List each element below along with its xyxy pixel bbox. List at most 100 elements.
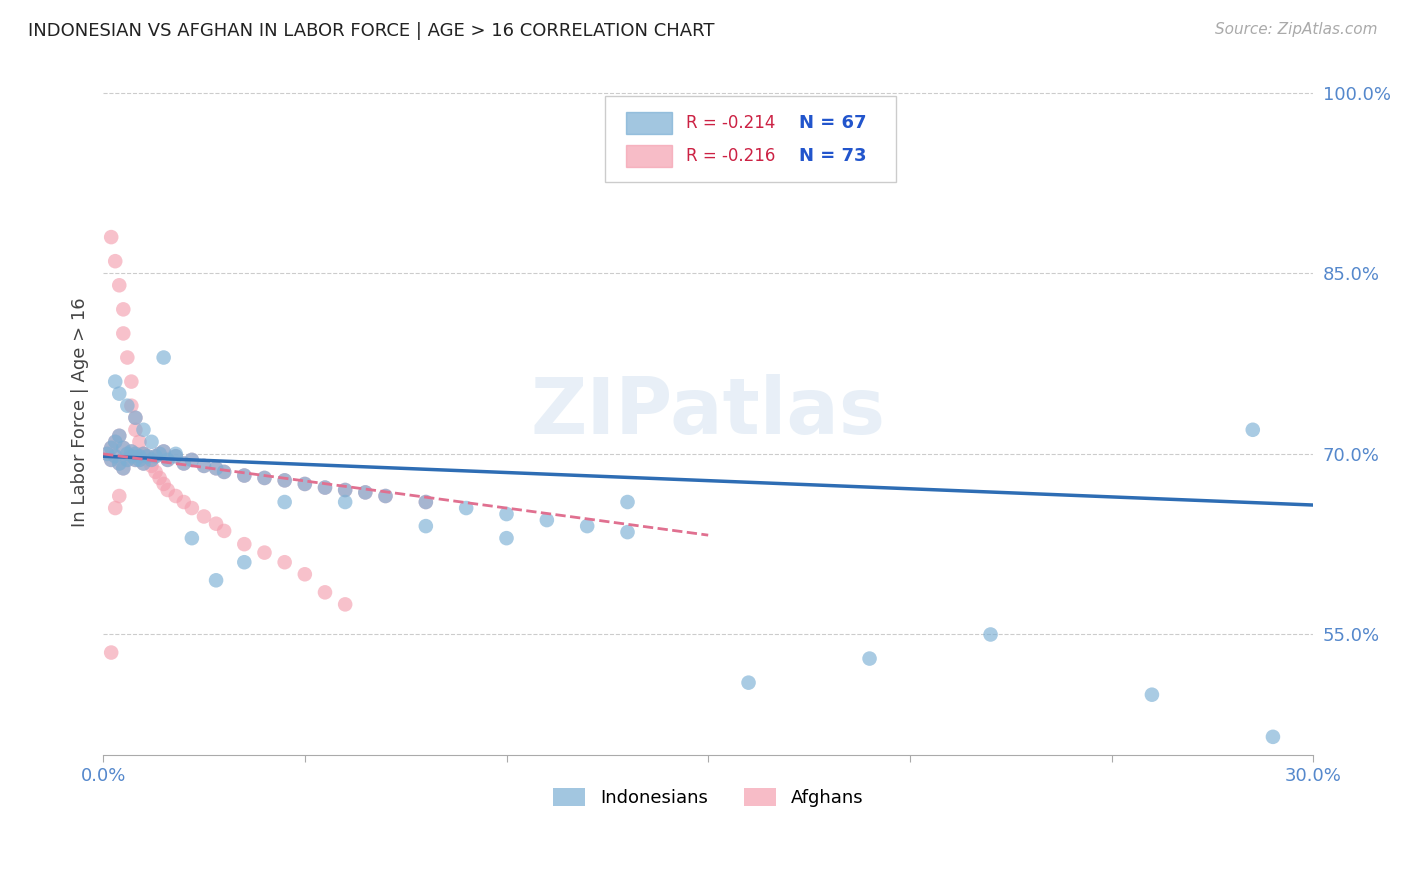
Point bbox=[536, 513, 558, 527]
Point bbox=[294, 567, 316, 582]
Point bbox=[117, 453, 139, 467]
Point bbox=[165, 450, 187, 464]
Point bbox=[152, 444, 174, 458]
Point bbox=[104, 254, 127, 268]
Point bbox=[145, 450, 167, 464]
Point bbox=[165, 489, 187, 503]
Point bbox=[112, 302, 135, 317]
Point bbox=[152, 351, 174, 365]
Point bbox=[132, 457, 155, 471]
Point bbox=[100, 453, 122, 467]
Point bbox=[374, 489, 396, 503]
Point bbox=[233, 468, 256, 483]
Point bbox=[124, 453, 146, 467]
Point bbox=[132, 447, 155, 461]
Point bbox=[117, 453, 139, 467]
Point bbox=[294, 477, 316, 491]
FancyBboxPatch shape bbox=[626, 112, 672, 135]
Point bbox=[120, 444, 142, 458]
Point bbox=[333, 495, 356, 509]
Point bbox=[108, 429, 131, 443]
Point bbox=[205, 574, 228, 588]
Point bbox=[100, 230, 122, 244]
Point bbox=[124, 447, 146, 461]
Point bbox=[616, 525, 638, 540]
Point bbox=[108, 489, 131, 503]
Point bbox=[415, 495, 437, 509]
Point bbox=[233, 468, 256, 483]
Point bbox=[212, 465, 235, 479]
Point bbox=[112, 441, 135, 455]
Point bbox=[233, 537, 256, 551]
Point bbox=[128, 450, 150, 464]
Text: Source: ZipAtlas.com: Source: ZipAtlas.com bbox=[1215, 22, 1378, 37]
Point bbox=[616, 495, 638, 509]
Point bbox=[273, 474, 295, 488]
Point bbox=[104, 450, 127, 464]
Point bbox=[333, 598, 356, 612]
Point bbox=[180, 501, 202, 516]
Text: INDONESIAN VS AFGHAN IN LABOR FORCE | AGE > 16 CORRELATION CHART: INDONESIAN VS AFGHAN IN LABOR FORCE | AG… bbox=[28, 22, 714, 40]
Point bbox=[108, 457, 131, 471]
Point bbox=[132, 457, 155, 471]
Point bbox=[149, 447, 172, 461]
Point bbox=[333, 483, 356, 497]
Text: R = -0.214: R = -0.214 bbox=[686, 114, 776, 132]
Point bbox=[193, 509, 215, 524]
Point bbox=[253, 471, 276, 485]
Point bbox=[180, 453, 202, 467]
Point bbox=[141, 458, 163, 473]
Point bbox=[108, 457, 131, 471]
Point bbox=[495, 531, 517, 545]
Point bbox=[173, 495, 195, 509]
Point bbox=[112, 461, 135, 475]
Point bbox=[980, 627, 1002, 641]
Point bbox=[132, 447, 155, 461]
Point bbox=[193, 458, 215, 473]
Point bbox=[576, 519, 599, 533]
Point bbox=[165, 447, 187, 461]
Point bbox=[108, 386, 131, 401]
Point bbox=[145, 450, 167, 464]
Point bbox=[156, 453, 179, 467]
Point bbox=[180, 453, 202, 467]
FancyBboxPatch shape bbox=[626, 145, 672, 167]
Point bbox=[128, 453, 150, 467]
Point bbox=[333, 483, 356, 497]
Point bbox=[1261, 730, 1284, 744]
Point bbox=[156, 453, 179, 467]
Point bbox=[1140, 688, 1163, 702]
Point bbox=[165, 450, 187, 464]
Point bbox=[112, 441, 135, 455]
Point bbox=[96, 447, 118, 461]
Point bbox=[128, 453, 150, 467]
Point bbox=[128, 434, 150, 449]
Point bbox=[858, 651, 880, 665]
Text: N = 73: N = 73 bbox=[799, 146, 866, 165]
Point bbox=[124, 423, 146, 437]
Point bbox=[117, 351, 139, 365]
Point bbox=[152, 477, 174, 491]
Point bbox=[120, 450, 142, 464]
Point bbox=[136, 453, 159, 467]
Point bbox=[96, 447, 118, 461]
Point bbox=[149, 471, 172, 485]
Point bbox=[104, 375, 127, 389]
Point bbox=[294, 477, 316, 491]
Point bbox=[117, 447, 139, 461]
Point bbox=[193, 458, 215, 473]
Point bbox=[120, 375, 142, 389]
Point bbox=[314, 481, 336, 495]
Point bbox=[233, 555, 256, 569]
Point bbox=[136, 450, 159, 464]
Point bbox=[100, 453, 122, 467]
Point bbox=[737, 675, 759, 690]
Point bbox=[205, 461, 228, 475]
Point bbox=[117, 399, 139, 413]
Point bbox=[104, 501, 127, 516]
Point bbox=[205, 461, 228, 475]
Point bbox=[117, 447, 139, 461]
Point bbox=[104, 450, 127, 464]
FancyBboxPatch shape bbox=[606, 96, 896, 182]
Point bbox=[354, 485, 377, 500]
